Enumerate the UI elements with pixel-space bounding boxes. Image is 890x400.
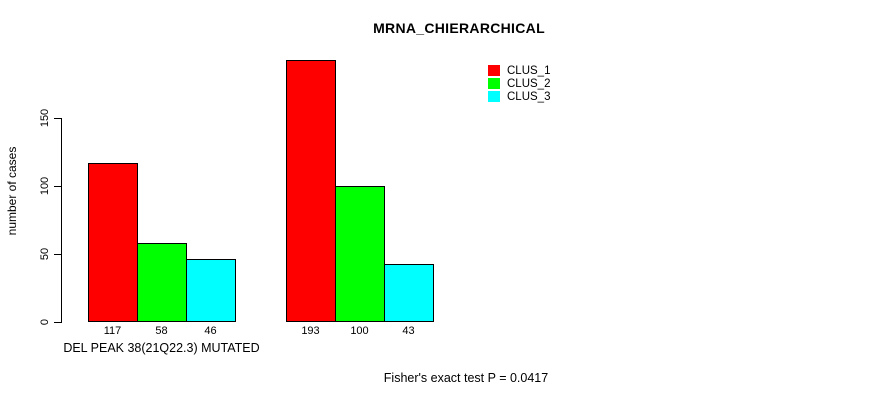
legend-swatch-clus_3 <box>488 91 500 102</box>
chart-title: MRNA_CHIERARCHICAL <box>373 20 545 36</box>
bar-value-label: 43 <box>402 325 415 337</box>
y-tick-label: 100 <box>39 176 51 196</box>
x-category-label: DEL PEAK 38(21Q22.3) MUTATED <box>63 341 260 355</box>
bar-clus_1-group1 <box>88 163 138 322</box>
bar-value-label: 193 <box>301 325 320 337</box>
y-axis-label: number of cases <box>5 146 19 236</box>
legend: CLUS_1 CLUS_2 CLUS_3 <box>488 64 550 103</box>
fisher-test-annotation: Fisher's exact test P = 0.0417 <box>383 371 549 385</box>
bar-clus_2-group1 <box>137 243 187 322</box>
y-tick-mark <box>54 254 61 255</box>
bar-clus_2-group2 <box>335 186 385 322</box>
bar-value-label: 58 <box>155 325 168 337</box>
y-tick-mark <box>54 118 61 119</box>
y-tick-mark <box>54 322 61 323</box>
legend-swatch-clus_1 <box>488 65 500 76</box>
bar-value-label: 117 <box>103 325 122 337</box>
legend-label: CLUS_1 <box>507 64 551 77</box>
y-tick-label: 150 <box>39 108 51 128</box>
bar-clus_3-group2 <box>384 264 434 322</box>
bar-clus_1-group2 <box>286 60 336 322</box>
legend-row-clus_1: CLUS_1 <box>488 64 550 77</box>
legend-row-clus_3: CLUS_3 <box>488 90 550 103</box>
y-tick-label: 0 <box>39 318 51 326</box>
legend-row-clus_2: CLUS_2 <box>488 77 550 90</box>
legend-swatch-clus_2 <box>488 78 500 89</box>
bar-value-label: 100 <box>350 325 369 337</box>
legend-label: CLUS_3 <box>507 90 551 103</box>
y-tick-label: 50 <box>39 247 51 261</box>
bar-clus_3-group1 <box>186 259 236 322</box>
y-tick-mark <box>54 186 61 187</box>
legend-label: CLUS_2 <box>507 77 551 90</box>
bar-value-label: 46 <box>204 325 217 337</box>
y-axis-line <box>61 118 62 323</box>
